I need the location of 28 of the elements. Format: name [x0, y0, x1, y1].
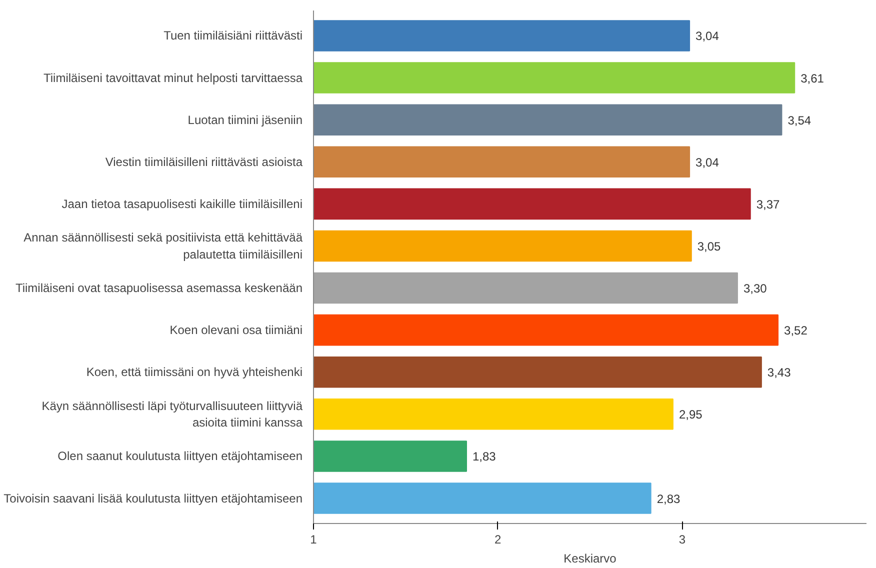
- x-tick-label: 3: [678, 532, 686, 546]
- data-label: 3,61: [800, 71, 824, 86]
- data-label: 3,05: [697, 239, 722, 254]
- y-tick-label: Käyn säännöllisesti läpi työturvallisuuteen liittyviä asioita tiimini kanssa: [42, 398, 303, 430]
- data-label: 2,95: [678, 408, 703, 422]
- y-tick-label: Tuen tiimiläisiäni riittävästi: [164, 28, 303, 43]
- data-label: 3,54: [788, 113, 812, 128]
- y-tick-label: Koen olevani osa tiimiäni: [170, 323, 303, 338]
- y-tick-label: Jaan tietoa tasapuolisesti kaikille tiimiläisilleni: [62, 196, 302, 211]
- data-label: 3,37: [756, 197, 780, 212]
- x-tick-label: 1: [310, 532, 318, 546]
- y-tick-label: Koen, että tiimissäni on hyvä yhteishenki: [86, 365, 303, 380]
- y-tick-label: Viestin tiimiläisilleni riittävästi asioista: [105, 154, 303, 169]
- data-label: 2,83: [656, 492, 681, 506]
- y-tick-label: Luotan tiimini jäseniin: [188, 112, 302, 127]
- data-label: 1,83: [472, 450, 496, 464]
- x-axis-title: Keskiarvo: [564, 552, 617, 566]
- y-tick-label: Olen saanut koulutusta liittyen etäjohtamiseen: [58, 449, 303, 464]
- y-tick-label: Annan säännöllisesti sekä positiivista että kehittävää palautetta tiimiläisilleni: [24, 230, 303, 262]
- y-tick-label: Tiimiläiseni tavoittavat minut helposti tarvittaessa: [44, 70, 303, 85]
- data-label: 3,43: [767, 366, 792, 380]
- x-tick-label: 2: [494, 532, 502, 546]
- data-label: 3,30: [743, 282, 768, 296]
- y-tick-label: Toivoisin saavani lisää koulutusta liittyen etäjohtamiseen: [4, 491, 303, 506]
- data-label: 3,04: [696, 155, 720, 170]
- data-label: 3,04: [696, 29, 720, 44]
- y-tick-label: Tiimiläiseni ovat tasapuolisessa asemassa keskenään: [15, 281, 303, 296]
- data-label: 3,52: [784, 324, 808, 338]
